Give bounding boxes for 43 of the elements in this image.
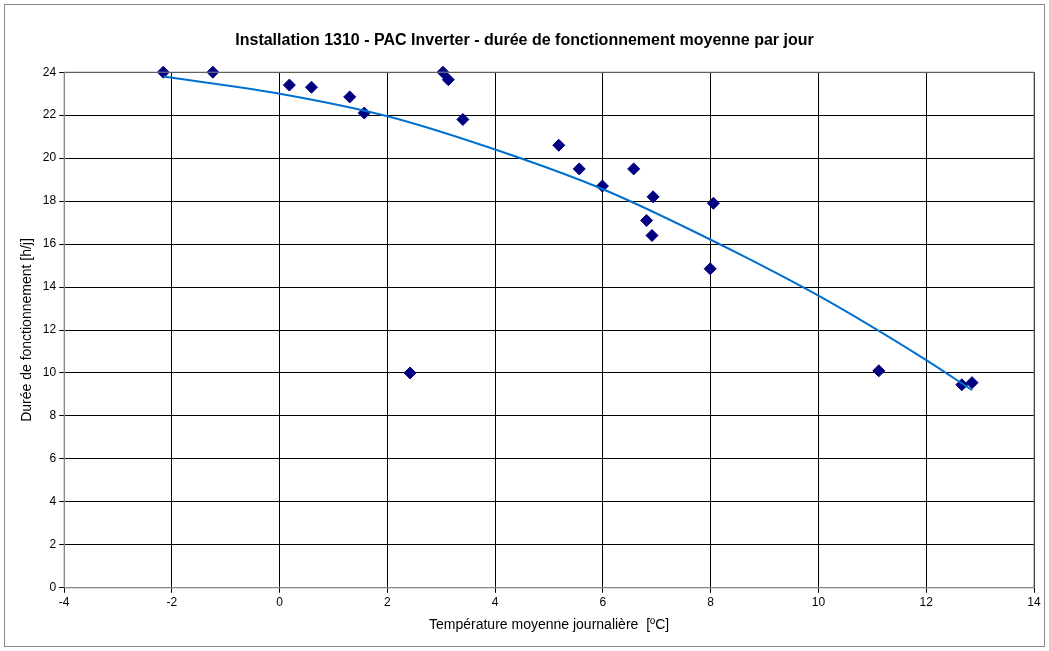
chart-title: Installation 1310 - PAC Inverter - durée de fonctionnement moyenne par jour: [235, 31, 814, 49]
point: [156, 65, 170, 79]
point: [640, 213, 654, 227]
point: [441, 73, 455, 87]
y-tick-label: 2: [49, 537, 57, 552]
point: [706, 196, 720, 210]
x-tick-label: 4: [491, 595, 499, 610]
point: [343, 90, 357, 104]
point: [572, 162, 586, 176]
y-tick-label: 4: [49, 494, 57, 509]
y-tick-label: 0: [49, 580, 57, 595]
y-tick-label: 20: [42, 150, 57, 165]
y-tick-label: 8: [49, 408, 57, 423]
y-tick-label: 18: [42, 193, 57, 208]
y-tick-label: 14: [42, 279, 57, 294]
y-tick-label: 12: [42, 322, 57, 337]
x-tick-label: 14: [1027, 595, 1041, 610]
point: [456, 112, 470, 126]
y-tick-label: 22: [42, 107, 57, 122]
point: [645, 228, 659, 242]
y-tick-label: 10: [42, 365, 57, 380]
point: [965, 376, 979, 390]
x-tick-label: 12: [919, 595, 934, 610]
x-tick-label: -2: [166, 595, 178, 610]
y-tick-label: 16: [42, 236, 57, 251]
point: [403, 366, 417, 380]
x-tick-label: -4: [58, 595, 70, 610]
point: [627, 162, 641, 176]
point: [552, 138, 566, 152]
x-tick-label: 2: [384, 595, 392, 610]
point: [872, 364, 886, 378]
y-axis-title: Durée de fonctionnement [h/j]: [18, 238, 35, 422]
point: [703, 262, 717, 276]
point: [304, 80, 318, 94]
x-tick-label: 0: [276, 595, 284, 610]
x-axis-title: Température moyenne journalière [ºC]: [429, 616, 670, 633]
y-tick-label: 24: [42, 64, 57, 79]
x-tick-label: 8: [707, 595, 715, 610]
x-tick-label: 6: [599, 595, 607, 610]
y-tick-label: 6: [49, 451, 57, 466]
point: [282, 78, 296, 92]
point: [646, 190, 660, 204]
x-tick-label: 10: [811, 595, 826, 610]
